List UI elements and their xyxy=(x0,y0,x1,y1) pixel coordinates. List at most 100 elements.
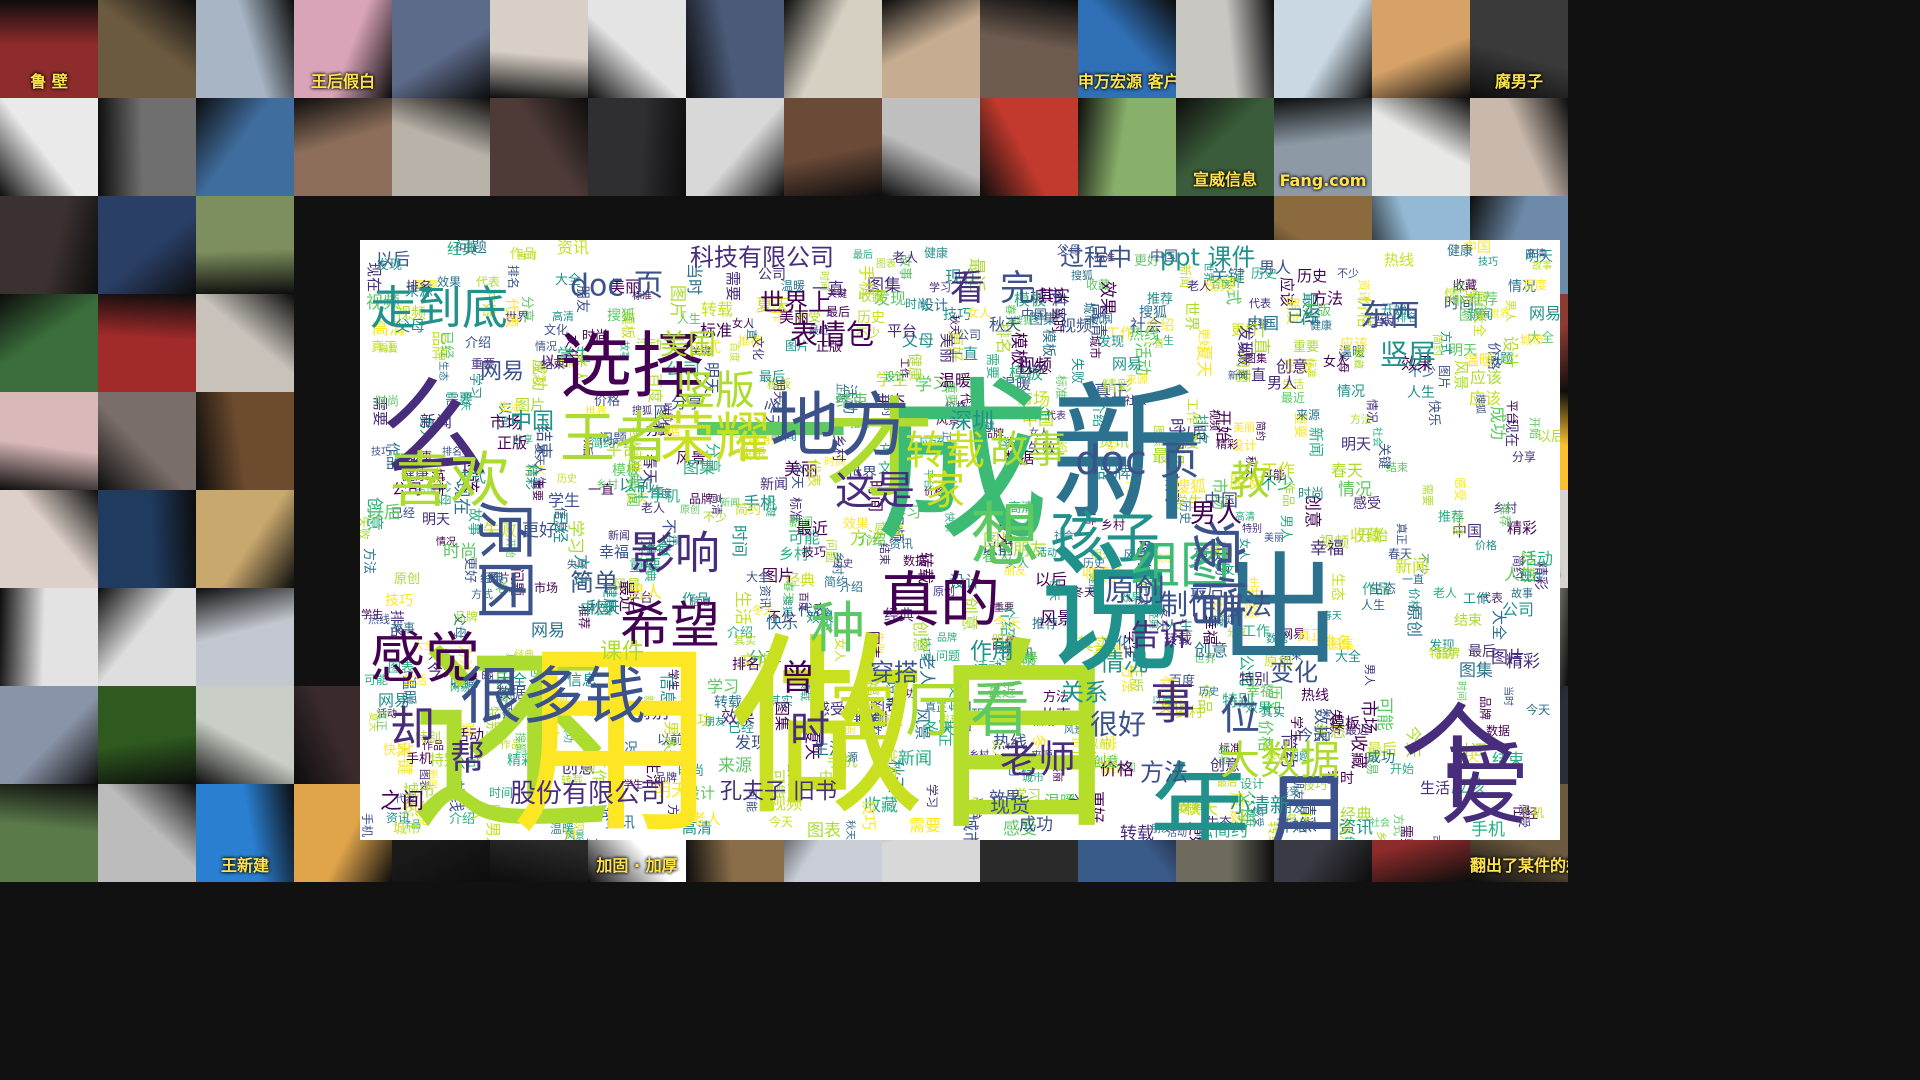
word-cloud-filler-word: 视频 xyxy=(1203,275,1235,294)
word-cloud-filler-word: 文化 xyxy=(1159,700,1187,716)
word-cloud-filler-word: 平台 xyxy=(1125,477,1139,499)
word-cloud-filler-word: 乡村 xyxy=(779,545,809,563)
word-cloud-filler-word: 时间 xyxy=(1444,294,1474,312)
word-cloud-filler-word: 应该 xyxy=(919,435,945,451)
word-cloud-filler-word: 标准 xyxy=(1305,358,1317,378)
word-cloud-filler-word: 需要 xyxy=(1421,484,1434,506)
word-cloud-filler-word: 图集 xyxy=(1029,311,1057,328)
word-cloud-filler-word: 故事 xyxy=(1041,706,1071,724)
word-cloud-filler-word: 以后 xyxy=(541,354,569,370)
word-cloud-filler-word: 图片 xyxy=(1491,648,1525,668)
word-cloud-filler-word: 乡村 xyxy=(1101,518,1125,532)
word-cloud-filler-word: 模板 xyxy=(1009,364,1043,384)
word-cloud-filler-word: 活动 xyxy=(841,384,859,414)
word-cloud-filler-word: 作品 xyxy=(682,592,710,608)
thumbnail-tile: 宣威信息 xyxy=(1176,98,1274,196)
word-cloud-filler-word: 推荐 xyxy=(738,334,762,348)
word-cloud-filler-word: 创意 xyxy=(911,621,930,653)
word-cloud-filler-word: 新闻 xyxy=(608,528,630,542)
word-cloud-filler-word: 代表 xyxy=(503,298,521,328)
word-cloud-filler-word: 需要 xyxy=(378,343,398,355)
word-cloud-filler-word: 图片 xyxy=(515,396,545,414)
word-cloud-filler-word: 大全 xyxy=(1490,610,1508,640)
word-cloud-word: 大数据 xyxy=(1220,738,1340,784)
word-cloud-filler-word: 新闻 xyxy=(771,428,797,444)
word-cloud-filler-word: 应该 xyxy=(1469,389,1501,408)
word-cloud-filler-word: 时间 xyxy=(1453,742,1487,762)
word-cloud-filler-word: 当时 xyxy=(685,263,704,295)
word-cloud-filler-word: 春天 xyxy=(1453,750,1479,765)
word-cloud-filler-word: 大全 xyxy=(1335,649,1361,665)
word-cloud-filler-word: 更好 xyxy=(946,330,965,362)
word-cloud-filler-word: 图集 xyxy=(867,276,901,296)
word-cloud-filler-word: 学生 xyxy=(557,346,591,366)
word-cloud-filler-word: 社会 xyxy=(1450,281,1466,307)
word-cloud-word: 课件 xyxy=(600,640,644,665)
word-cloud-filler-word: 数据 xyxy=(1266,631,1288,645)
word-cloud-filler-word: 故事 xyxy=(1511,586,1533,600)
word-cloud-filler-word: 可能 xyxy=(769,769,787,799)
word-cloud-filler-word: 工作 xyxy=(770,298,784,322)
word-cloud-word: 爱 xyxy=(1440,734,1530,839)
word-cloud-filler-word: 市场 xyxy=(490,413,522,432)
word-cloud-filler-word: 冬天 xyxy=(752,603,774,617)
word-cloud-filler-word: 女人 xyxy=(1029,426,1049,439)
word-cloud-filler-word: 今天 xyxy=(459,391,472,411)
word-cloud-filler-word: 原创 xyxy=(1405,605,1424,637)
word-cloud-filler-word: 健康 xyxy=(906,353,923,381)
word-cloud-filler-word: 资讯 xyxy=(1357,279,1371,303)
word-cloud-word: doc 页 xyxy=(1075,438,1200,484)
word-cloud-filler-word: 开始 xyxy=(1381,303,1407,318)
word-cloud-filler-word: 特别 xyxy=(1222,691,1254,710)
word-cloud-filler-word: 百度 xyxy=(1523,277,1547,292)
word-cloud-filler-word: 市场 xyxy=(1213,546,1231,576)
word-cloud-filler-word: 收藏 xyxy=(858,289,886,305)
word-cloud-filler-word: 其实 xyxy=(589,700,611,714)
word-cloud-filler-word: 精彩 xyxy=(1506,652,1540,672)
word-cloud-filler-word: 视频 xyxy=(1319,533,1349,551)
thumbnail-tile xyxy=(1470,98,1568,196)
word-cloud-filler-word: 夏天 xyxy=(996,518,1014,548)
word-cloud-filler-word: 以前 xyxy=(496,401,513,429)
word-cloud-filler-word: 转载 xyxy=(561,773,583,787)
thumbnail-tile xyxy=(196,392,294,490)
word-cloud-filler-word: 故事 xyxy=(410,449,432,463)
word-cloud-filler-word: 平台 xyxy=(1022,405,1052,423)
thumbnail-tile xyxy=(196,588,294,686)
word-cloud-filler-word: 情况 xyxy=(436,535,456,548)
word-cloud-filler-word: 生活 xyxy=(813,739,845,758)
thumbnail-caption: 翻出了某件的婚嫁薄 xyxy=(1470,856,1568,875)
word-cloud-filler-word: 工作 xyxy=(590,754,608,784)
word-cloud-filler-word: 价格 xyxy=(1256,720,1275,752)
word-cloud-filler-word: 一直 xyxy=(948,345,978,363)
word-cloud-filler-word: 美丽 xyxy=(938,333,956,363)
word-cloud-filler-word: 开始 xyxy=(1358,526,1388,544)
word-cloud-filler-word: 标准 xyxy=(1219,741,1241,755)
word-cloud-filler-word: 以后 xyxy=(1152,695,1172,707)
word-cloud-filler-word: 可能 xyxy=(788,528,820,547)
word-cloud-filler-word: 搜狐 xyxy=(632,404,652,417)
word-cloud-filler-word: 方式 xyxy=(1365,312,1393,328)
word-cloud-filler-word: 分享 xyxy=(519,296,535,322)
word-cloud-filler-word: 结束 xyxy=(1386,461,1408,474)
thumbnail-tile xyxy=(196,490,294,588)
word-cloud-canvas: 中国公司网易人生情况问题方式生活工作学习社会市场手机视频图片时间作品百度搜狐新闻… xyxy=(360,240,1560,840)
word-cloud-filler-word: 信息 xyxy=(567,671,597,689)
word-cloud-filler-word: 社会 xyxy=(1371,427,1384,447)
word-cloud-filler-word: 介绍 xyxy=(1090,401,1105,427)
word-cloud-filler-word: 重要 xyxy=(629,556,661,575)
word-cloud-word: 原创 xyxy=(1105,574,1165,609)
word-cloud-filler-word: 其实 xyxy=(1077,635,1111,655)
word-cloud-filler-word: 简约 xyxy=(1254,421,1267,441)
word-cloud-filler-word: 已经 xyxy=(1007,763,1035,779)
word-cloud-filler-word: 问题 xyxy=(936,649,960,663)
word-cloud-filler-word: 新闻 xyxy=(1209,544,1233,559)
word-cloud-filler-word: 人生 xyxy=(1165,619,1193,635)
word-cloud-filler-word: 风景 xyxy=(936,413,960,427)
word-cloud-filler-word: 温暖 xyxy=(400,675,418,705)
word-cloud-filler-word: 重要 xyxy=(1293,339,1319,355)
word-cloud-filler-word: 方法 xyxy=(850,529,884,549)
word-cloud-filler-word: 成功 xyxy=(1487,406,1507,440)
word-cloud-filler-word: 图片 xyxy=(785,339,809,353)
word-cloud-filler-word: 学生 xyxy=(623,778,643,791)
